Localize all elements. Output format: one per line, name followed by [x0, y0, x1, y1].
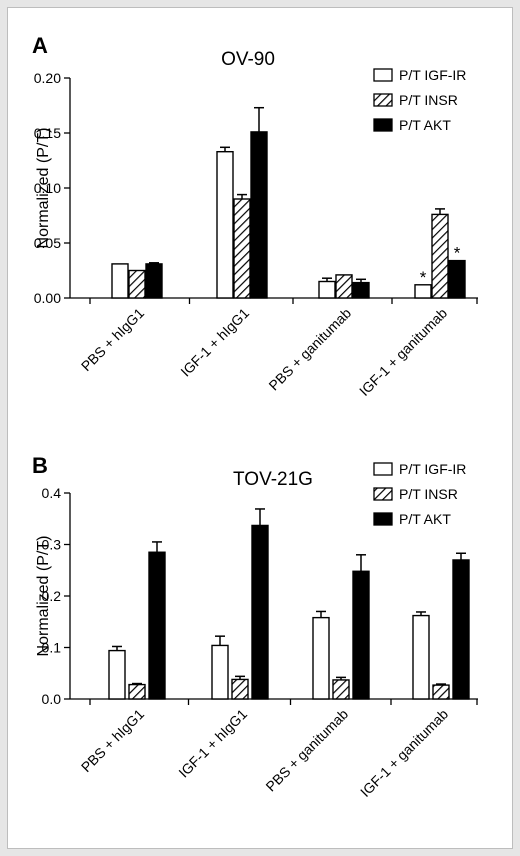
- bar: [448, 259, 466, 299]
- bar: [111, 263, 129, 299]
- bar: [148, 551, 166, 700]
- chart-panel-a: A OV-90 Normalized (P/T) 0.00 0.05 0.10 0.15 0.…: [32, 33, 478, 399]
- y-tick-label: 0.0: [42, 691, 62, 707]
- chart-panel-b: B TOV-21G Normalized (P/T) 0.0 0.1 0.2 0.3 0.4 P…: [32, 453, 478, 800]
- bar: [216, 150, 234, 299]
- x-category-label: IGF-1 + ganitumab: [356, 305, 450, 399]
- legend-swatch: [373, 512, 393, 526]
- x-category-label: IGF-1 + hIgG1: [175, 706, 250, 781]
- legend-swatch: [373, 118, 393, 132]
- y-tick-label: 0.1: [42, 640, 62, 656]
- y-tick-label: 0.05: [34, 235, 61, 251]
- bar: [312, 616, 330, 700]
- legend-swatch: [373, 93, 393, 107]
- chart-title: OV-90: [221, 49, 275, 70]
- y-tick-label: 0.00: [34, 290, 61, 306]
- legend-label: P/T AKT: [399, 117, 451, 133]
- legend: P/T IGF-IR P/T INSR P/T AKT: [373, 461, 466, 527]
- y-tick-label: 0.15: [34, 125, 61, 141]
- x-category-label: PBS + hIgG1: [78, 706, 148, 776]
- y-tick-label: 0.20: [34, 70, 61, 86]
- bar: [335, 274, 353, 299]
- panel-letter: A: [32, 33, 48, 58]
- legend-swatch: [373, 68, 393, 82]
- bar: [211, 644, 229, 700]
- bar: [352, 281, 370, 299]
- bar: [352, 570, 370, 700]
- significance-marker: *: [454, 244, 461, 263]
- legend-swatch: [373, 462, 393, 476]
- legend-label: P/T IGF-IR: [399, 461, 466, 477]
- bar: [318, 280, 336, 299]
- y-tick-label: 0.4: [42, 485, 62, 501]
- significance-marker: *: [420, 268, 427, 287]
- chart-canvas: A OV-90 Normalized (P/T) 0.00 0.05 0.10 0.15 0.…: [32, 33, 478, 800]
- y-axis-label: Normalized (P/T): [35, 536, 52, 657]
- bar: [431, 213, 449, 299]
- bar: [412, 614, 430, 700]
- legend-swatch: [373, 487, 393, 501]
- bar: [233, 198, 251, 299]
- legend: P/T IGF-IR P/T INSR P/T AKT: [373, 67, 466, 133]
- bar: [145, 263, 163, 299]
- y-axis-label: Normalized (P/T): [35, 128, 52, 249]
- x-category-label: PBS + ganitumab: [262, 706, 351, 795]
- y-tick-label: 0.10: [34, 180, 61, 196]
- bar: [250, 131, 268, 299]
- bar: [332, 679, 350, 700]
- bar: [128, 683, 146, 700]
- bar: [251, 524, 269, 700]
- legend-label: P/T INSR: [399, 92, 458, 108]
- bar: [414, 284, 432, 299]
- x-category-label: PBS + ganitumab: [265, 305, 354, 394]
- legend-label: P/T INSR: [399, 486, 458, 502]
- legend-label: P/T AKT: [399, 511, 451, 527]
- bar: [231, 678, 249, 700]
- legend-label: P/T IGF-IR: [399, 67, 466, 83]
- chart-title: TOV-21G: [233, 469, 313, 490]
- y-tick-label: 0.2: [42, 588, 62, 604]
- x-category-label: IGF-1 + ganitumab: [357, 706, 451, 800]
- bar: [108, 649, 126, 700]
- y-tick-label: 0.3: [42, 537, 62, 553]
- panel-letter: B: [32, 453, 48, 478]
- figure-panel: A OV-90 Normalized (P/T) 0.00 0.05 0.10 0.15 0.…: [7, 7, 513, 849]
- bar: [432, 684, 450, 700]
- x-category-label: PBS + hIgG1: [78, 305, 148, 375]
- bar: [128, 269, 146, 299]
- bar: [452, 559, 470, 700]
- x-category-label: IGF-1 + hIgG1: [177, 305, 252, 380]
